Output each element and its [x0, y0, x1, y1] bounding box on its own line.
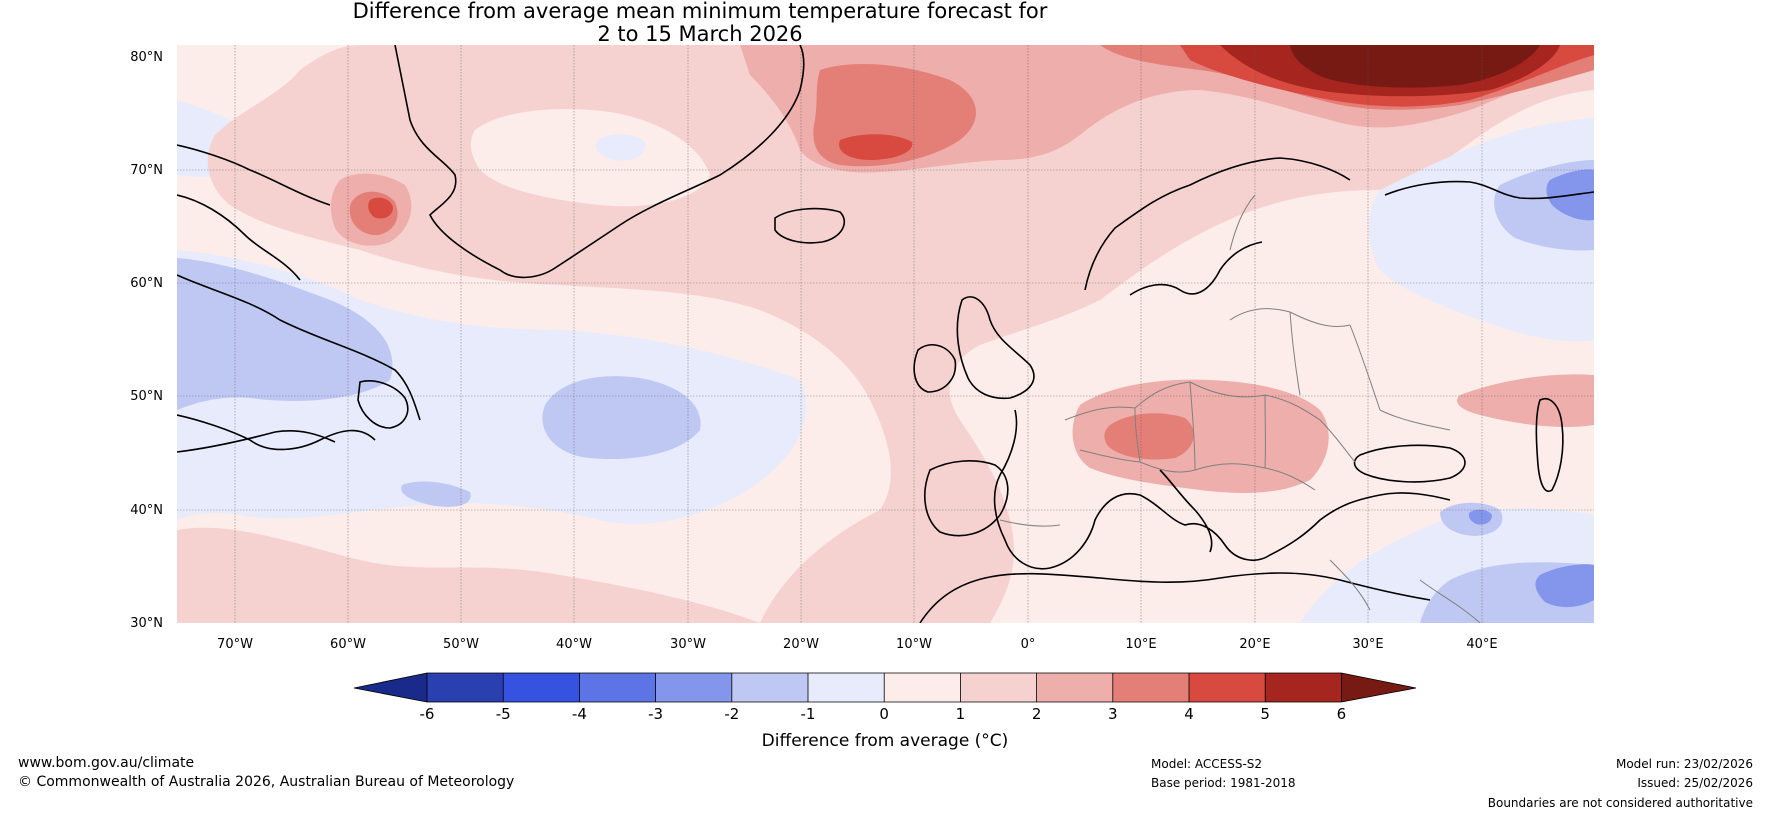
anomaly-zone-greenland-cold-spot — [595, 134, 646, 161]
colorbar-tick: 0 — [879, 705, 889, 723]
colorbar-high-extend — [1341, 673, 1416, 702]
anomaly-zone-arabia-colder — [1535, 564, 1594, 608]
colorbar-bin-minus2-minus1 — [731, 673, 808, 702]
footer-model: Model: ACCESS-S2 — [1151, 757, 1263, 771]
europe-coastline — [993, 409, 1451, 570]
colorbar-tick: -6 — [420, 705, 435, 723]
map-title-line2: 2 to 15 March 2026 — [597, 22, 803, 46]
longitude-labels: 70°W 60°W 50°W 40°W 30°W 20°W 10°W 0° 10… — [217, 637, 1498, 652]
lon-label-70w: 70°W — [217, 637, 253, 652]
anomaly-zone-azores-cold — [401, 481, 471, 507]
map-gridlines — [177, 45, 1594, 623]
country-borders — [999, 194, 1481, 623]
lat-label-80n: 80°N — [130, 50, 163, 65]
footer-model-run: Model run: 23/02/2026 — [1615, 757, 1753, 771]
colorbar-label: Difference from average (°C) — [762, 731, 1009, 751]
colorbar-bin-minus4-minus3 — [579, 673, 656, 702]
colorbar-tick: 5 — [1260, 705, 1270, 723]
anomaly-zone-davis-strait-core — [368, 197, 393, 219]
colorbar-bin-5-6 — [1265, 673, 1342, 702]
lat-label-50n: 50°N — [130, 389, 163, 404]
lat-label-70n: 70°N — [130, 163, 163, 178]
footer-base-period: Base period: 1981-2018 — [1151, 776, 1296, 790]
britain-coastline — [956, 296, 1035, 400]
lon-label-40e: 40°E — [1466, 637, 1497, 652]
lon-label-40w: 40°W — [556, 637, 592, 652]
north-africa-coastline — [919, 572, 1431, 623]
footer-issued: Issued: 25/02/2026 — [1637, 776, 1753, 790]
footer-disclaimer: Boundaries are not considered authoritat… — [1487, 796, 1753, 810]
labrador-coastline — [177, 414, 376, 451]
colorbar-bin-1-2 — [960, 673, 1037, 702]
scandinavia-coastline — [1084, 157, 1351, 296]
iceland-coastline — [774, 207, 846, 244]
black-sea-coastline — [1353, 444, 1466, 483]
colorbar-tick: 6 — [1337, 705, 1347, 723]
latitude-labels: 80°N 70°N 60°N 50°N 40°N 30°N — [130, 50, 163, 631]
colorbar-bin-minus6-minus5 — [427, 673, 504, 702]
anomaly-zone-southwest-warm — [177, 527, 760, 623]
anomaly-zone-greenland-mild — [470, 109, 710, 207]
colorbar-bin-0-1 — [884, 673, 961, 702]
colorbar-tick: -1 — [801, 705, 816, 723]
colorbar-tick: 2 — [1032, 705, 1042, 723]
lat-label-30n: 30°N — [130, 616, 163, 631]
footer-copyright: © Commonwealth of Australia 2026, Austra… — [18, 774, 515, 790]
canada-north-coastline — [177, 144, 421, 421]
lon-label-30w: 30°W — [670, 637, 706, 652]
iberia-coastline — [924, 460, 1009, 537]
lat-label-40n: 40°N — [130, 503, 163, 518]
greenland-coastline — [394, 45, 805, 279]
colorbar-low-extend — [354, 673, 427, 702]
italy-coastline — [1159, 469, 1213, 553]
colorbar-bin-minus5-minus4 — [503, 673, 580, 702]
newfoundland-coastline — [357, 380, 409, 429]
colorbar-tick: 4 — [1184, 705, 1194, 723]
colorbar-bin-3-4 — [1112, 673, 1189, 702]
colorbar-bin-minus3-minus2 — [655, 673, 732, 702]
colorbar-bin-4-5 — [1189, 673, 1266, 702]
lon-label-60w: 60°W — [330, 637, 366, 652]
ireland-coastline — [913, 344, 957, 393]
colorbar-tick: -5 — [496, 705, 511, 723]
colorbar-bin-minus1-0 — [808, 673, 885, 702]
lon-label-20w: 20°W — [783, 637, 819, 652]
map-title-line1: Difference from average mean minimum tem… — [352, 0, 1048, 23]
colorbar: -6 -5 -4 -3 -2 -1 0 1 2 3 4 5 6 Differen… — [353, 672, 1417, 751]
footer-website: www.bom.gov.au/climate — [18, 755, 195, 771]
caspian-coastline — [1535, 398, 1564, 492]
lon-label-30e: 30°E — [1352, 637, 1383, 652]
lon-label-50w: 50°W — [443, 637, 479, 652]
colorbar-tick: -2 — [724, 705, 739, 723]
map-title: Difference from average mean minimum tem… — [0, 0, 1400, 46]
anomaly-zone-barents-peak — [1290, 45, 1540, 88]
coastlines — [177, 45, 1594, 623]
map-panel — [177, 45, 1594, 623]
russia-arctic-coastline — [1384, 180, 1594, 200]
lon-label-0: 0° — [1021, 637, 1036, 652]
anomaly-zone-turkey-colder — [1468, 509, 1492, 525]
anomaly-zone-iceland-sea-core — [839, 134, 913, 160]
colorbar-tick: -3 — [648, 705, 663, 723]
colorbar-tick: -4 — [572, 705, 587, 723]
colorbar-tick-labels: -6 -5 -4 -3 -2 -1 0 1 2 3 4 5 6 — [420, 705, 1347, 723]
nova-scotia-coastline — [177, 430, 336, 453]
colorbar-tick: 3 — [1108, 705, 1118, 723]
anomaly-zone-midatlantic-cold — [542, 376, 701, 460]
lon-label-10e: 10°E — [1125, 637, 1156, 652]
colorbar-tick: 1 — [956, 705, 966, 723]
anomaly-zone-central-europe-hot — [1104, 413, 1194, 460]
lon-label-20e: 20°E — [1239, 637, 1270, 652]
lat-label-60n: 60°N — [130, 276, 163, 291]
lon-label-10w: 10°W — [896, 637, 932, 652]
colorbar-bin-2-3 — [1036, 673, 1113, 702]
